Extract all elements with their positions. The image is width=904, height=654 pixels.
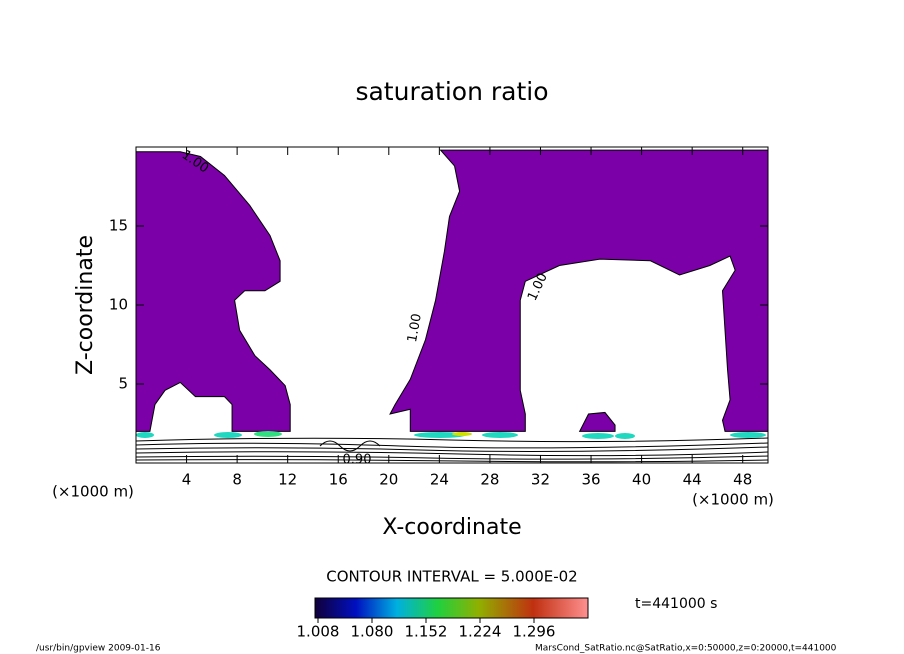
contour-label: 1.00 [405,312,425,343]
colorbar-tick-label: 1.152 [405,623,448,641]
x-axis-label: X-coordinate [382,515,521,540]
x-tick-label: 40 [632,471,651,489]
colorbar-tick-label: 1.224 [459,623,502,641]
footer-right: MarsCond_SatRatio.nc@SatRatio,x=0:50000,… [535,644,837,654]
high-saturation-spots [136,431,766,439]
x-tick-label: 4 [182,471,192,489]
x-tick-label: 16 [329,471,348,489]
chart-title: saturation ratio [355,77,548,106]
contour-region [578,411,616,432]
colorbar-tick-label: 1.080 [351,623,394,641]
time-label: t=441000 s [635,596,717,612]
x-tick-label: 12 [278,471,297,489]
x-tick-label: 20 [379,471,398,489]
colorbar [314,597,589,619]
x-tick-label: 44 [683,471,702,489]
x-tick-label: 24 [430,471,449,489]
y-tick-label: 15 [109,217,128,235]
contour-label: 0.90 [343,453,372,468]
y-tick-label: 10 [109,296,128,314]
x-tick-label: 36 [581,471,600,489]
contour-interval: CONTOUR INTERVAL = 5.000E-02 [326,568,577,586]
y-tick-label: 5 [118,375,128,393]
colorbar-tick-label: 1.296 [513,623,556,641]
x-tick-label: 8 [232,471,242,489]
unit-label: (×1000 m) [692,491,774,509]
x-tick-label: 32 [531,471,550,489]
x-tick-label: 48 [733,471,752,489]
regions [135,149,769,432]
footer-left: /usr/bin/gpview 2009-01-16 [36,644,161,654]
contour-region [135,151,291,432]
unit-label: (×1000 m) [52,483,134,501]
y-axis-label: Z-coordinate [73,235,98,375]
x-tick-label: 28 [480,471,499,489]
contour-region [389,149,769,432]
colorbar-tick-label: 1.008 [297,623,340,641]
near-surface-contours [135,437,769,463]
